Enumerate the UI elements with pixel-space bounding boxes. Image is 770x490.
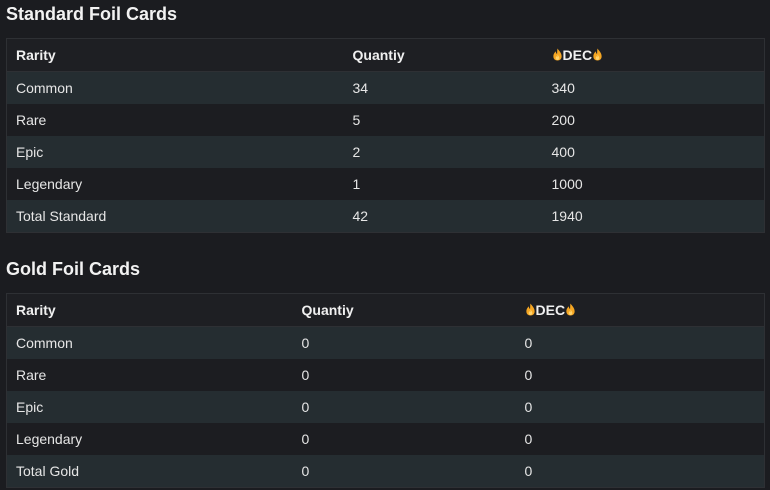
table-header-row: Rarity Quantiy DEC xyxy=(6,293,765,327)
dec-header-label: DEC xyxy=(535,302,566,318)
cell-rarity: Rare xyxy=(16,112,47,128)
cell-quantity: 0 xyxy=(301,463,310,479)
cell-dec: 1940 xyxy=(551,208,583,224)
gold-foil-table: Rarity Quantiy DEC Common 0 0 Rare 0 0 xyxy=(6,293,765,488)
table-row: Epic 0 0 xyxy=(6,391,765,423)
column-header-quantity: Quantiy xyxy=(352,47,405,63)
flame-icon xyxy=(593,48,602,61)
cell-rarity: Epic xyxy=(16,144,44,160)
table-row: Common 0 0 xyxy=(6,326,765,359)
cell-quantity: 1 xyxy=(352,176,361,192)
gold-foil-title: Gold Foil Cards xyxy=(6,259,141,279)
cell-quantity: 5 xyxy=(352,112,361,128)
cell-rarity: Legendary xyxy=(16,176,83,192)
table-row: Rare 0 0 xyxy=(6,359,765,391)
cell-quantity: 2 xyxy=(352,144,361,160)
table-row: Legendary 1 1000 xyxy=(6,168,765,200)
cell-quantity: 0 xyxy=(301,367,310,383)
cell-rarity: Total Gold xyxy=(16,463,80,479)
column-header-quantity: Quantiy xyxy=(301,302,354,318)
cell-dec: 200 xyxy=(551,112,575,128)
cell-dec: 0 xyxy=(524,367,533,383)
cell-rarity: Common xyxy=(16,335,73,351)
column-header-dec: DEC xyxy=(543,39,765,72)
standard-foil-title: Standard Foil Cards xyxy=(6,4,178,24)
flame-icon xyxy=(552,48,562,61)
cell-quantity: 0 xyxy=(301,335,310,351)
standard-foil-table: Rarity Quantiy DEC Common 34 340 Rare 5 … xyxy=(6,38,765,233)
cell-rarity: Rare xyxy=(16,367,47,383)
cell-dec: 400 xyxy=(551,144,575,160)
table-row-total: Total Standard 42 1940 xyxy=(6,200,765,233)
cell-dec: 0 xyxy=(524,463,533,479)
cell-dec: 340 xyxy=(551,80,575,96)
flame-icon xyxy=(566,303,575,316)
column-header-rarity: Rarity xyxy=(16,47,56,63)
cell-dec: 0 xyxy=(524,335,533,351)
cell-dec: 0 xyxy=(524,399,533,415)
cell-rarity: Legendary xyxy=(16,431,83,447)
flame-icon xyxy=(525,303,535,316)
cell-rarity: Total Standard xyxy=(16,208,107,224)
cell-quantity: 34 xyxy=(352,80,369,96)
cell-quantity: 0 xyxy=(301,399,310,415)
cell-quantity: 0 xyxy=(301,431,310,447)
table-header-row: Rarity Quantiy DEC xyxy=(6,38,765,72)
table-row: Common 34 340 xyxy=(6,71,765,104)
cell-dec: 0 xyxy=(524,431,533,447)
cell-quantity: 42 xyxy=(352,208,369,224)
dec-header-label: DEC xyxy=(562,47,593,63)
table-row: Rare 5 200 xyxy=(6,104,765,136)
table-row-total: Total Gold 0 0 xyxy=(6,455,765,488)
cell-dec: 1000 xyxy=(551,176,583,192)
cell-rarity: Common xyxy=(16,80,73,96)
column-header-rarity: Rarity xyxy=(16,302,56,318)
cell-rarity: Epic xyxy=(16,399,44,415)
column-header-dec: DEC xyxy=(516,294,765,327)
table-row: Legendary 0 0 xyxy=(6,423,765,455)
table-row: Epic 2 400 xyxy=(6,136,765,168)
